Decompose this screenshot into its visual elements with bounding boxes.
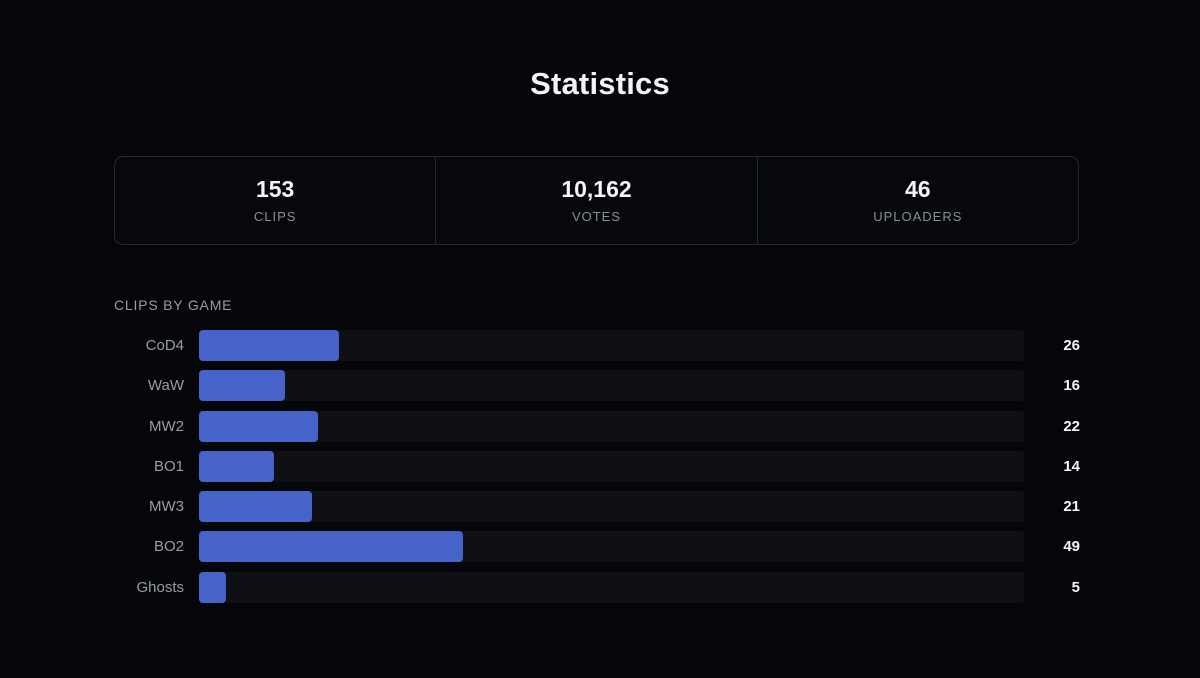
- bar-value-mw3: 21: [1063, 498, 1080, 516]
- page-title: Statistics: [530, 66, 670, 101]
- bar-bo2: [199, 531, 464, 563]
- bar-track-cod4: [199, 330, 1024, 361]
- bar-track-bo1: [199, 450, 1024, 482]
- stat-votes: 10,162 VOTES: [436, 157, 758, 244]
- stat-votes-value: 10,162: [561, 176, 632, 202]
- stat-uploaders-label: UPLOADERS: [873, 209, 963, 224]
- bar-value-mw2: 22: [1063, 417, 1080, 435]
- bar-value-ghosts: 5: [1071, 578, 1080, 596]
- bar-waw: [199, 370, 286, 402]
- stat-uploaders-value: 46: [905, 176, 931, 202]
- bar-row-cod4: CoD4 26: [114, 330, 1080, 361]
- bar-label-waw: WaW: [147, 377, 184, 395]
- bar-label-mw2: MW2: [149, 417, 184, 435]
- stats-summary-card: 153 CLIPS 10,162 VOTES 46 UPLOADERS: [114, 156, 1079, 245]
- stat-clips-label: CLIPS: [253, 209, 297, 224]
- stat-clips-value: 153: [255, 176, 295, 202]
- stat-votes-label: VOTES: [571, 209, 622, 224]
- bar-cod4: [199, 330, 340, 361]
- bar-label-bo2: BO2: [153, 538, 184, 556]
- bar-label-bo1: BO1: [153, 457, 184, 475]
- stat-uploaders: 46 UPLOADERS: [758, 157, 1078, 244]
- bar-label-mw3: MW3: [149, 498, 184, 516]
- bar-row-waw: WaW 16: [114, 370, 1080, 402]
- bar-row-bo2: BO2 49: [114, 531, 1080, 563]
- bar-row-ghosts: Ghosts 5: [114, 571, 1080, 603]
- bar-row-bo1: BO1 14: [114, 450, 1080, 482]
- bar-label-ghosts: Ghosts: [136, 578, 184, 596]
- bar-mw2: [199, 410, 318, 442]
- stat-clips: 153 CLIPS: [115, 157, 437, 244]
- bar-bo1: [199, 450, 275, 482]
- bar-track-mw2: [199, 410, 1024, 442]
- clips-by-game-chart: CoD4 26 WaW 16 MW2 22 BO1 14 MW3 21 BO2 49 Ghosts 5: [114, 330, 1080, 612]
- bar-value-waw: 16: [1063, 377, 1080, 395]
- bar-track-bo2: [199, 531, 1024, 563]
- bar-track-ghosts: [199, 571, 1024, 603]
- bar-value-bo1: 14: [1063, 457, 1080, 475]
- clips-by-game-title: CLIPS BY GAME: [114, 297, 233, 313]
- bar-value-cod4: 26: [1063, 337, 1080, 354]
- bar-value-bo2: 49: [1063, 538, 1080, 556]
- bar-row-mw3: MW3 21: [114, 491, 1080, 523]
- bar-mw3: [199, 491, 313, 523]
- bar-ghosts: [199, 571, 226, 603]
- bar-track-waw: [199, 370, 1024, 402]
- bar-label-cod4: CoD4: [145, 337, 184, 354]
- bar-row-mw2: MW2 22: [114, 410, 1080, 442]
- bar-track-mw3: [199, 491, 1024, 523]
